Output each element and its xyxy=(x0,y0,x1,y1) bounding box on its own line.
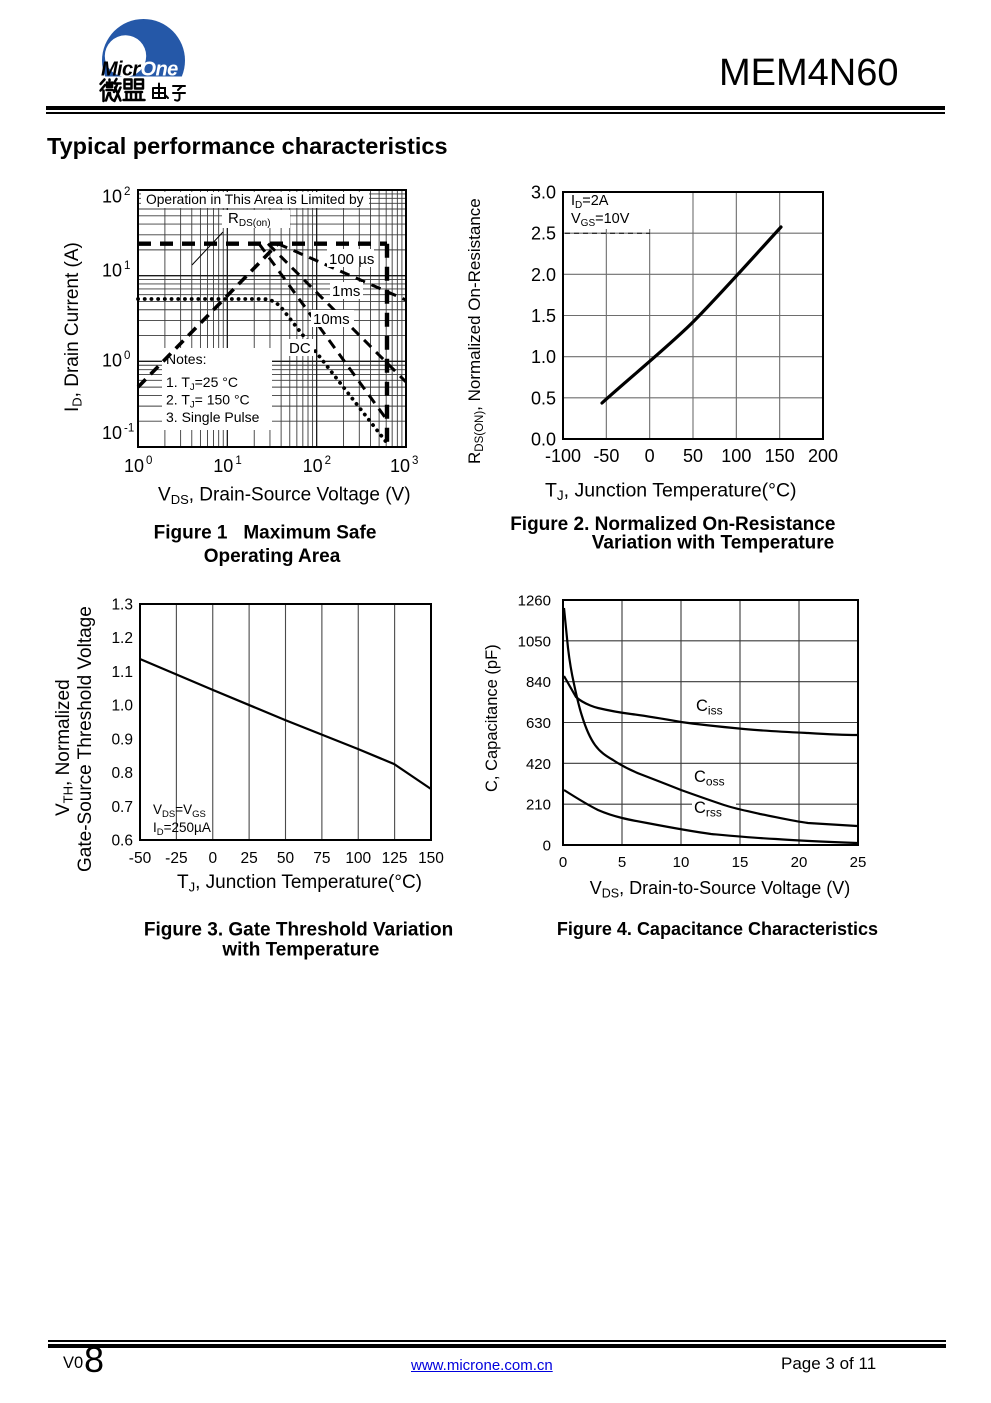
svg-text:10: 10 xyxy=(102,423,122,443)
svg-text:ID=250µA: ID=250µA xyxy=(153,820,211,838)
svg-text:1.2: 1.2 xyxy=(111,630,133,647)
svg-text:10: 10 xyxy=(673,854,690,871)
svg-text:25: 25 xyxy=(240,850,257,867)
svg-text:0: 0 xyxy=(645,446,655,466)
svg-text:1260: 1260 xyxy=(518,593,551,610)
svg-text:0: 0 xyxy=(146,455,152,467)
svg-text:100 µs: 100 µs xyxy=(329,251,374,268)
svg-text:10ms: 10ms xyxy=(313,311,350,328)
svg-text:210: 210 xyxy=(526,797,551,814)
svg-text:125: 125 xyxy=(382,850,408,867)
svg-text:50: 50 xyxy=(277,850,295,867)
svg-text:200: 200 xyxy=(808,446,838,466)
svg-text:Figure 3. Gate Threshold Varia: Figure 3. Gate Threshold Variation xyxy=(144,920,453,941)
svg-text:2: 2 xyxy=(124,186,130,198)
svg-text:420: 420 xyxy=(526,756,551,773)
svg-text:-50: -50 xyxy=(129,850,152,867)
svg-text:10: 10 xyxy=(303,456,323,476)
svg-text:DC: DC xyxy=(289,340,311,357)
svg-text:1.0: 1.0 xyxy=(531,347,556,367)
svg-text:10: 10 xyxy=(213,456,233,476)
svg-text:10: 10 xyxy=(102,261,122,281)
svg-text:0.8: 0.8 xyxy=(111,765,133,782)
svg-text:100: 100 xyxy=(345,850,371,867)
svg-text:0.6: 0.6 xyxy=(111,833,133,850)
svg-text:2: 2 xyxy=(325,455,331,467)
svg-text:Operation in This Area is Limi: Operation in This Area is Limited by xyxy=(146,192,364,207)
svg-text:TJ, Junction Temperature(°C): TJ, Junction Temperature(°C) xyxy=(545,479,797,503)
svg-text:150: 150 xyxy=(418,850,444,867)
svg-text:3.0: 3.0 xyxy=(531,183,556,203)
svg-text:2.0: 2.0 xyxy=(531,265,556,285)
svg-text:20: 20 xyxy=(791,854,808,871)
svg-text:3. Single Pulse: 3. Single Pulse xyxy=(166,409,260,425)
svg-text:5: 5 xyxy=(618,854,626,871)
svg-text:Variation with Temperature: Variation with Temperature xyxy=(592,533,834,554)
svg-text:840: 840 xyxy=(526,674,551,691)
svg-text:RDS(ON), Normalized On-Resista: RDS(ON), Normalized On-Resistance xyxy=(465,198,486,464)
svg-text:0.9: 0.9 xyxy=(111,731,133,748)
svg-text:10: 10 xyxy=(102,351,122,371)
svg-text:VTH, Normalized: VTH, Normalized xyxy=(53,679,76,816)
svg-text:1: 1 xyxy=(235,455,241,467)
svg-text:Figure 4. Capacitance Characte: Figure 4. Capacitance Characteristics xyxy=(557,919,878,939)
svg-text:1.3: 1.3 xyxy=(111,597,133,614)
svg-text:75: 75 xyxy=(313,850,330,867)
svg-text:1. TJ=25 °C: 1. TJ=25 °C xyxy=(166,374,238,393)
svg-text:-100: -100 xyxy=(545,446,581,466)
svg-text:One: One xyxy=(141,59,179,81)
svg-text:0.7: 0.7 xyxy=(111,799,133,816)
svg-text:100: 100 xyxy=(721,446,751,466)
svg-text:15: 15 xyxy=(732,854,749,871)
svg-text:1.1: 1.1 xyxy=(111,664,133,681)
svg-text:Figure 1 Maximum Safe: Figure 1 Maximum Safe xyxy=(154,523,377,544)
svg-text:10: 10 xyxy=(124,456,144,476)
svg-text:-50: -50 xyxy=(593,446,619,466)
svg-text:0: 0 xyxy=(543,838,551,855)
svg-text:Micr: Micr xyxy=(101,59,142,81)
svg-text:2. TJ= 150 °C: 2. TJ= 150 °C xyxy=(166,392,250,411)
svg-text:1.5: 1.5 xyxy=(531,306,556,326)
svg-text:C, Capacitance (pF): C, Capacitance (pF) xyxy=(483,644,501,792)
svg-text:0: 0 xyxy=(559,854,567,871)
svg-text:0: 0 xyxy=(208,850,217,867)
svg-text:VDS, Drain-Source Voltage (V): VDS, Drain-Source Voltage (V) xyxy=(158,485,411,508)
svg-text:Figure 2. Normalized On-Resist: Figure 2. Normalized On-Resistance xyxy=(510,514,835,535)
svg-text:1ms: 1ms xyxy=(332,283,360,300)
svg-text:2.5: 2.5 xyxy=(531,224,556,244)
svg-text:ID=2A: ID=2A xyxy=(571,193,609,211)
svg-text:VDS, Drain-to-Source Voltage (: VDS, Drain-to-Source Voltage (V) xyxy=(590,878,851,901)
svg-text:25: 25 xyxy=(850,854,867,871)
svg-text:Coss: Coss xyxy=(694,768,725,789)
svg-text:0.0: 0.0 xyxy=(531,430,556,450)
svg-text:Operating Area: Operating Area xyxy=(204,546,341,567)
svg-text:3: 3 xyxy=(412,455,418,467)
svg-text:with Temperature: with Temperature xyxy=(221,940,379,961)
svg-text:630: 630 xyxy=(526,715,551,732)
svg-text:50: 50 xyxy=(683,446,703,466)
svg-text:VGS=10V: VGS=10V xyxy=(571,211,630,229)
svg-text:-1: -1 xyxy=(124,423,134,435)
svg-text:1050: 1050 xyxy=(518,633,551,650)
svg-text:1.0: 1.0 xyxy=(111,698,133,715)
svg-text:-25: -25 xyxy=(165,850,187,867)
svg-text:10: 10 xyxy=(102,187,122,207)
svg-text:0.5: 0.5 xyxy=(531,388,556,408)
svg-text:Gate-Source Threshold Voltage: Gate-Source Threshold Voltage xyxy=(75,606,96,872)
svg-text:Notes:: Notes: xyxy=(166,351,206,367)
svg-text:0: 0 xyxy=(124,350,130,362)
svg-text:10: 10 xyxy=(390,456,410,476)
svg-text:1: 1 xyxy=(124,260,130,272)
svg-text:150: 150 xyxy=(765,446,795,466)
svg-text:ID, Drain Current (A): ID, Drain Current (A) xyxy=(62,242,85,412)
svg-text:VDS=VGS: VDS=VGS xyxy=(153,802,206,820)
svg-text:TJ, Junction Temperature(°C): TJ, Junction Temperature(°C) xyxy=(177,872,422,895)
